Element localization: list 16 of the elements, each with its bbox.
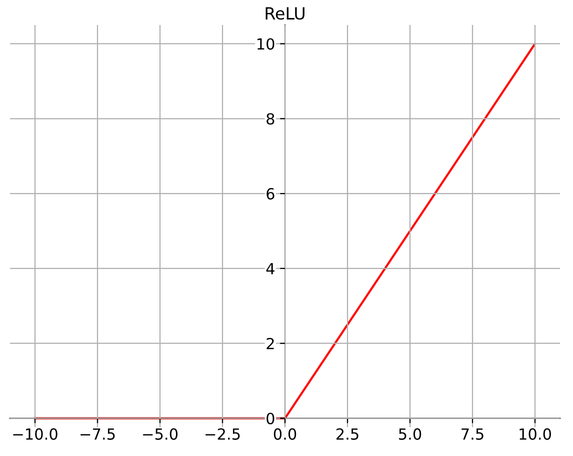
y-tick-label: 6 <box>266 188 274 200</box>
x-tick-label: 5.0 <box>399 428 422 440</box>
x-tick-label: −10.0 <box>13 428 58 440</box>
y-tick-label: 8 <box>266 113 274 125</box>
x-tick-label: −5.0 <box>143 428 178 440</box>
x-tick-label: 7.5 <box>462 428 484 440</box>
x-tick-label: −2.5 <box>206 428 240 440</box>
x-tick-label: 10.0 <box>520 428 551 440</box>
chart-title: ReLU <box>266 7 304 20</box>
x-tick-label: 2.5 <box>336 428 358 440</box>
y-tick-label: 0 <box>266 412 274 424</box>
x-tick-label: 0.0 <box>274 428 296 440</box>
y-tick-label: 2 <box>266 338 274 350</box>
y-tick-label: 4 <box>266 263 274 274</box>
y-tick-label: 10 <box>258 38 274 50</box>
x-tick-label: −7.5 <box>80 428 115 440</box>
